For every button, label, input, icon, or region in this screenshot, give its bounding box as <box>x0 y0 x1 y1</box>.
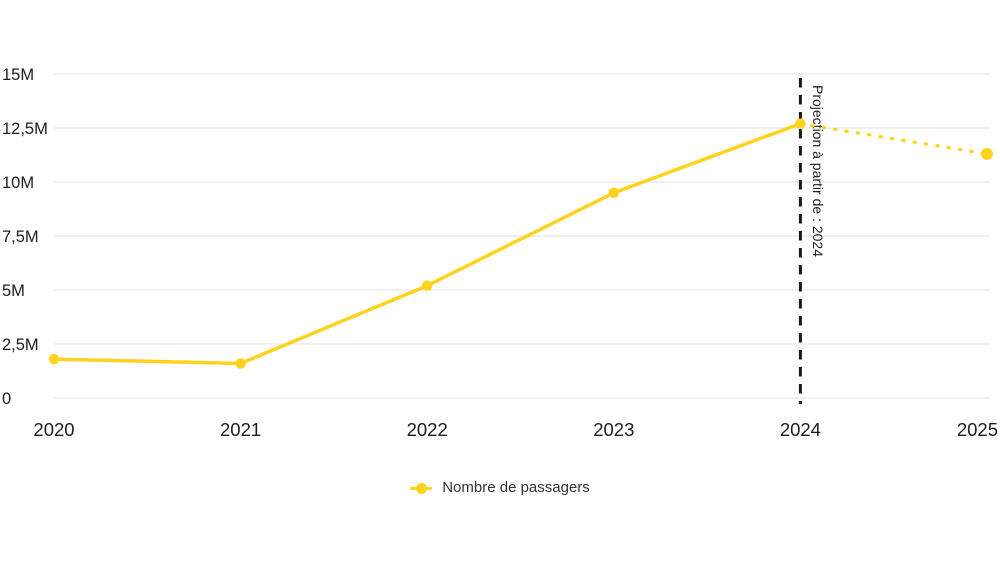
line-chart: 0 2,5M 5M 7,5M 10M 12,5M 15M 2020 2021 2022 2023 20… <box>2 66 998 440</box>
projection-annotation-label: Projection à partir de : 2024 <box>810 85 826 257</box>
x-tick-label: 2023 <box>593 419 634 440</box>
y-tick-label: 10M <box>2 174 34 192</box>
x-tick-label: 2024 <box>780 419 821 440</box>
data-point-2020 <box>48 353 60 365</box>
legend-label: Nombre de passagers <box>442 479 590 496</box>
data-point-2021 <box>235 358 246 369</box>
chart-legend: Nombre de passagers <box>0 477 1000 499</box>
data-point-2024 <box>795 118 806 129</box>
x-tick-label: 2022 <box>407 419 448 440</box>
y-tick-label: 7,5M <box>2 228 39 246</box>
legend-line-dot-icon <box>410 482 433 494</box>
y-tick-label: 12,5M <box>2 120 48 138</box>
x-tick-label: 2021 <box>220 419 261 440</box>
y-tick-label: 15M <box>2 66 34 84</box>
data-point-2025 <box>981 147 993 160</box>
series-line-solid <box>52 121 803 366</box>
data-point-2022 <box>421 280 433 291</box>
y-tick-label: 2,5M <box>2 336 39 354</box>
data-point-2023 <box>608 187 620 199</box>
y-tick-label: 5M <box>2 282 25 300</box>
legend-marker-dot <box>415 482 427 494</box>
series-line-projection-dotted <box>798 122 989 156</box>
x-tick-label: 2020 <box>33 419 74 440</box>
x-tick-label: 2025 <box>957 419 998 440</box>
y-tick-label: 0 <box>2 390 11 408</box>
